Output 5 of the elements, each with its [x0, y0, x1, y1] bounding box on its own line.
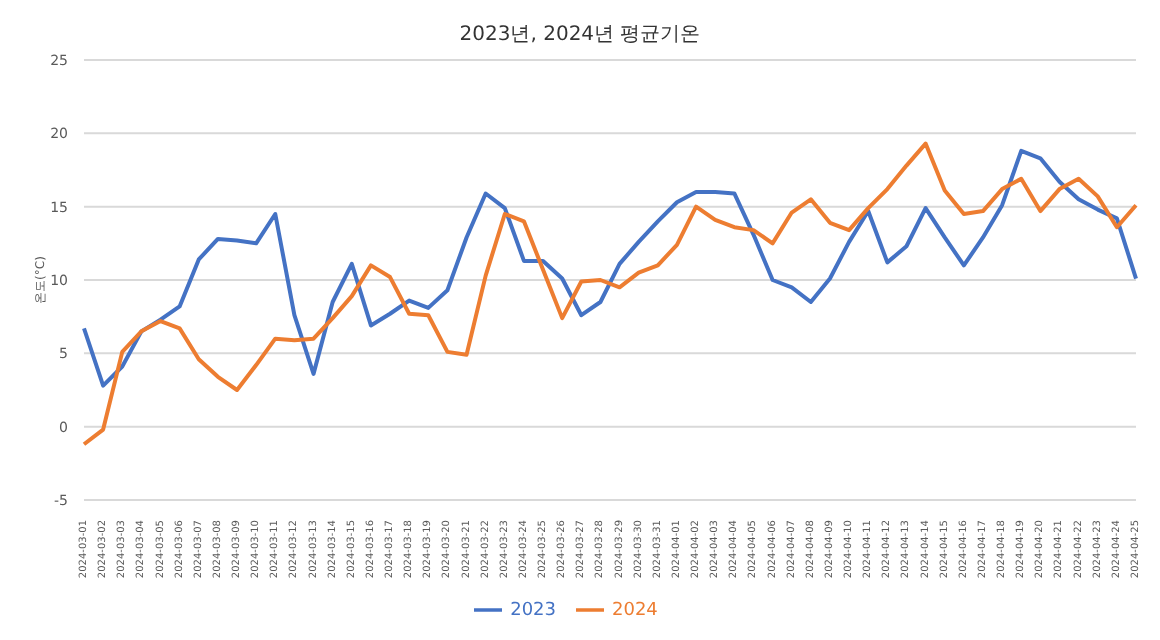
legend-label: 2024 — [612, 600, 658, 621]
line-series — [82, 141, 1138, 447]
line-series — [82, 148, 1138, 388]
legend-label: 2023 — [510, 600, 556, 621]
chart-title: 2023년, 2024년 평균기온 — [457, 22, 703, 50]
